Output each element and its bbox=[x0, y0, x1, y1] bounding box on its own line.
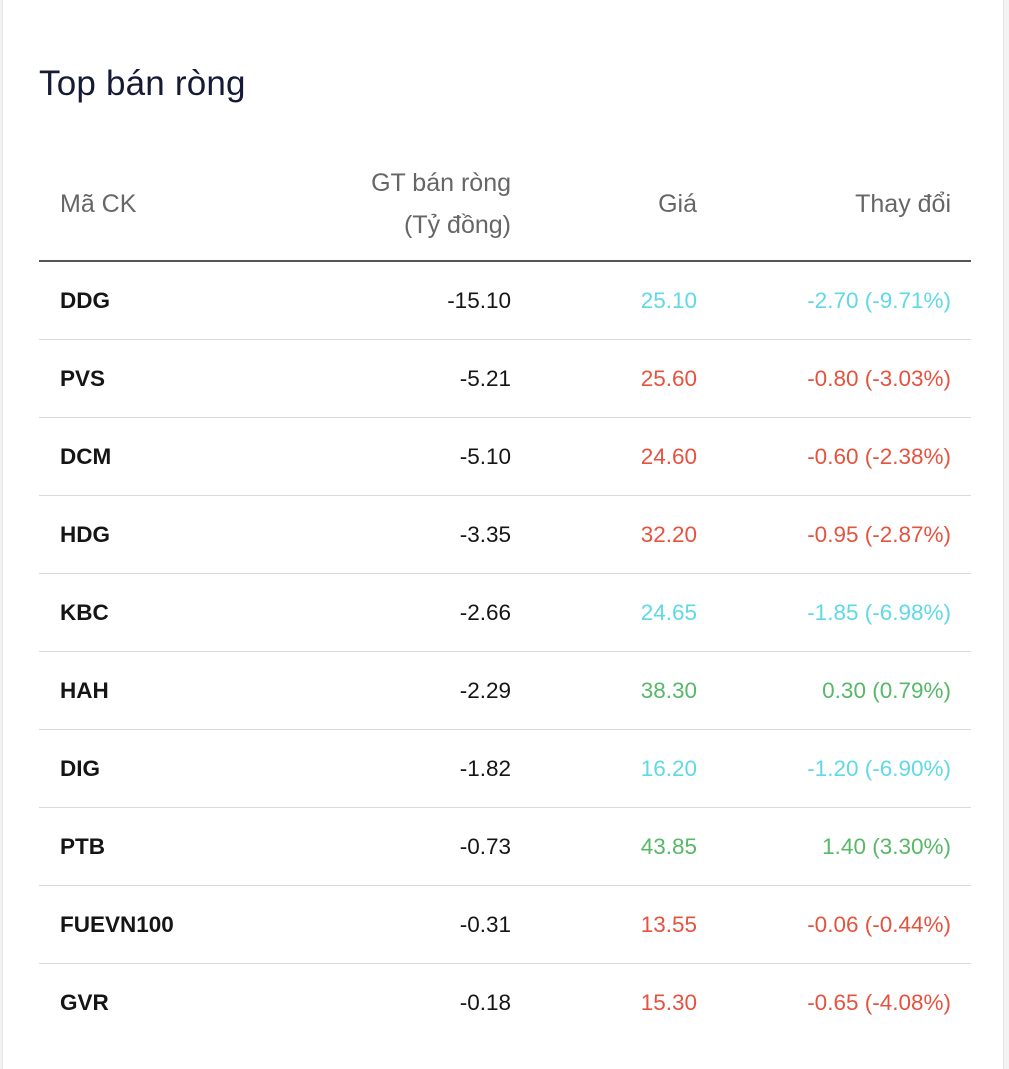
widget-title: Top bán ròng bbox=[39, 64, 246, 103]
table-row[interactable]: FUEVN100 -0.31 13.55 -0.06 (-0.44%) bbox=[39, 885, 971, 964]
net-sell-table: Mã CK GT bán ròng (Tỷ đồng) Giá Thay đổi… bbox=[39, 148, 971, 1041]
table-row[interactable]: HDG -3.35 32.20 -0.95 (-2.87%) bbox=[39, 495, 971, 574]
change-cell: -1.20 (-6.90%) bbox=[717, 729, 971, 808]
table-header: Mã CK GT bán ròng (Tỷ đồng) Giá Thay đổi bbox=[39, 148, 971, 262]
change-cell: -0.60 (-2.38%) bbox=[717, 417, 971, 496]
symbol-cell[interactable]: HAH bbox=[39, 651, 189, 730]
net-value-cell: -1.82 bbox=[189, 729, 531, 808]
header-net-value-line2: (Tỷ đồng) bbox=[404, 211, 511, 239]
net-value-cell: -5.21 bbox=[189, 339, 531, 418]
price-cell: 32.20 bbox=[531, 495, 717, 574]
price-cell: 16.20 bbox=[531, 729, 717, 808]
symbol-cell[interactable]: HDG bbox=[39, 495, 189, 574]
table-row[interactable]: KBC -2.66 24.65 -1.85 (-6.98%) bbox=[39, 573, 971, 652]
symbol-cell[interactable]: DDG bbox=[39, 261, 189, 340]
net-value-cell: -0.31 bbox=[189, 885, 531, 964]
net-value-cell: -15.10 bbox=[189, 261, 531, 340]
header-change: Thay đổi bbox=[717, 148, 971, 262]
net-value-cell: -3.35 bbox=[189, 495, 531, 574]
table-row[interactable]: HAH -2.29 38.30 0.30 (0.79%) bbox=[39, 651, 971, 730]
net-value-cell: -0.18 bbox=[459, 989, 511, 1015]
symbol-cell[interactable]: KBC bbox=[39, 573, 189, 652]
table-row[interactable]: DDG -15.10 25.10 -2.70 (-9.71%) bbox=[39, 261, 971, 340]
symbol-cell[interactable]: PTB bbox=[39, 807, 189, 886]
change-cell: 1.40 (3.30%) bbox=[717, 807, 971, 886]
table-body: DDG -15.10 25.10 -2.70 (-9.71%) PVS -5.2… bbox=[39, 261, 971, 1041]
change-cell: -0.95 (-2.87%) bbox=[717, 495, 971, 574]
change-cell: -0.80 (-3.03%) bbox=[717, 339, 971, 418]
change-cell: -2.70 (-9.71%) bbox=[717, 261, 971, 340]
header-row: Mã CK GT bán ròng (Tỷ đồng) Giá Thay đổi bbox=[39, 148, 971, 262]
table-row[interactable]: DIG -1.82 16.20 -1.20 (-6.90%) bbox=[39, 729, 971, 808]
price-cell: 25.60 bbox=[531, 339, 717, 418]
net-value-cell: -2.29 bbox=[189, 651, 531, 730]
table-row[interactable]: PVS -5.21 25.60 -0.80 (-3.03%) bbox=[39, 339, 971, 418]
symbol-cell[interactable]: DIG bbox=[39, 729, 189, 808]
symbol-cell[interactable]: DCM bbox=[39, 417, 189, 496]
price-cell: 38.30 bbox=[531, 651, 717, 730]
table-row[interactable]: PTB -0.73 43.85 1.40 (3.30%) bbox=[39, 807, 971, 886]
symbol-cell[interactable]: PVS bbox=[39, 339, 189, 418]
price-cell: 13.55 bbox=[531, 885, 717, 964]
header-symbol: Mã CK bbox=[39, 148, 189, 262]
net-value-cell: -0.73 bbox=[189, 807, 531, 886]
symbol-cell[interactable]: GVR bbox=[60, 989, 109, 1015]
header-net-value-line1: GT bán ròng bbox=[371, 169, 511, 197]
change-cell: -0.06 (-0.44%) bbox=[717, 885, 971, 964]
price-cell: 24.65 bbox=[531, 573, 717, 652]
price-cell: 15.30 bbox=[640, 989, 697, 1015]
symbol-cell[interactable]: FUEVN100 bbox=[39, 885, 189, 964]
price-cell: 24.60 bbox=[531, 417, 717, 496]
net-value-cell: -2.66 bbox=[189, 573, 531, 652]
header-price: Giá bbox=[531, 148, 717, 262]
price-cell: 25.10 bbox=[531, 261, 717, 340]
table-row[interactable]: GVR -0.18 15.30 -0.65 (-4.08%) bbox=[39, 964, 971, 1042]
change-cell: 0.30 (0.79%) bbox=[717, 651, 971, 730]
header-net-value: GT bán ròng (Tỷ đồng) bbox=[189, 148, 531, 262]
table-row[interactable]: DCM -5.10 24.60 -0.60 (-2.38%) bbox=[39, 417, 971, 496]
change-cell: -0.65 (-4.08%) bbox=[807, 989, 951, 1015]
net-value-cell: -5.10 bbox=[189, 417, 531, 496]
price-cell: 43.85 bbox=[531, 807, 717, 886]
change-cell: -1.85 (-6.98%) bbox=[717, 573, 971, 652]
